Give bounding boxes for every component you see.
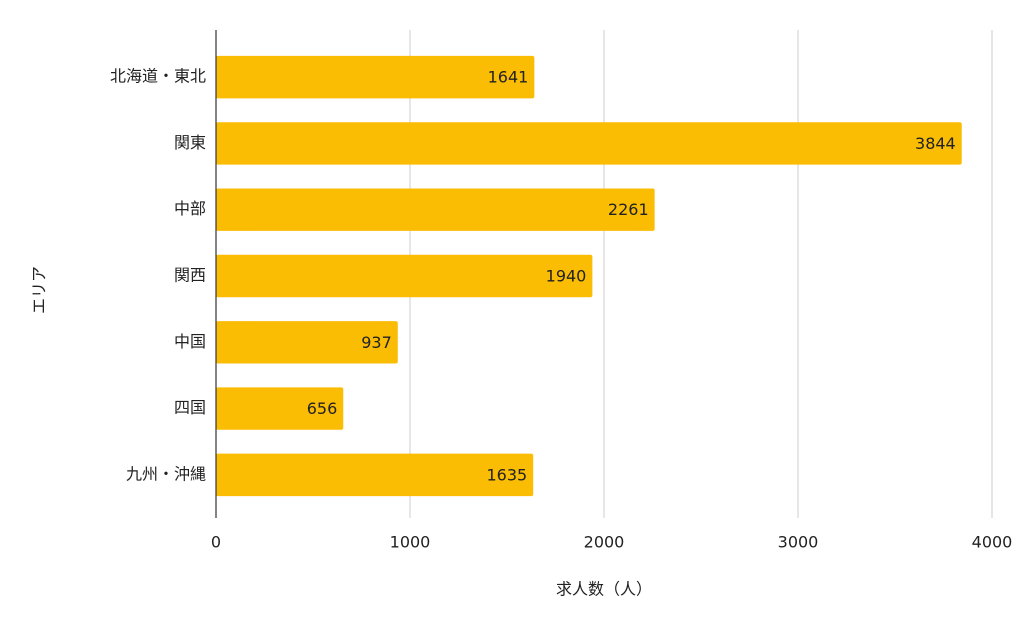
bar (216, 321, 398, 364)
y-tick-label: 北海道・東北 (110, 67, 206, 86)
y-tick-label: 九州・沖縄 (126, 464, 206, 483)
data-label: 1635 (486, 465, 527, 484)
data-label: 1641 (488, 68, 529, 87)
data-label: 1940 (546, 267, 587, 286)
bar (216, 55, 535, 99)
y-axis-title: エリア (30, 266, 49, 314)
y-tick-label: 四国 (174, 398, 206, 417)
data-label: 3844 (915, 134, 956, 153)
bar (216, 387, 344, 430)
x-tick-label: 2000 (584, 533, 625, 552)
data-label: 2261 (608, 200, 649, 219)
y-tick-label: 関西 (174, 266, 206, 285)
bar (216, 254, 593, 298)
bar (216, 122, 962, 165)
bar (216, 453, 534, 497)
y-tick-label: 中国 (174, 332, 206, 351)
x-tick-label: 1000 (390, 533, 431, 552)
data-label: 656 (307, 399, 338, 418)
x-tick-label: 4000 (972, 533, 1013, 552)
bar (216, 188, 655, 231)
data-label: 937 (361, 333, 392, 352)
y-tick-label: 中部 (174, 199, 206, 218)
x-tick-label: 0 (211, 533, 221, 552)
x-axis-title: 求人数（人） (556, 580, 652, 599)
x-tick-label: 3000 (778, 533, 819, 552)
y-tick-label: 関東 (174, 133, 206, 152)
